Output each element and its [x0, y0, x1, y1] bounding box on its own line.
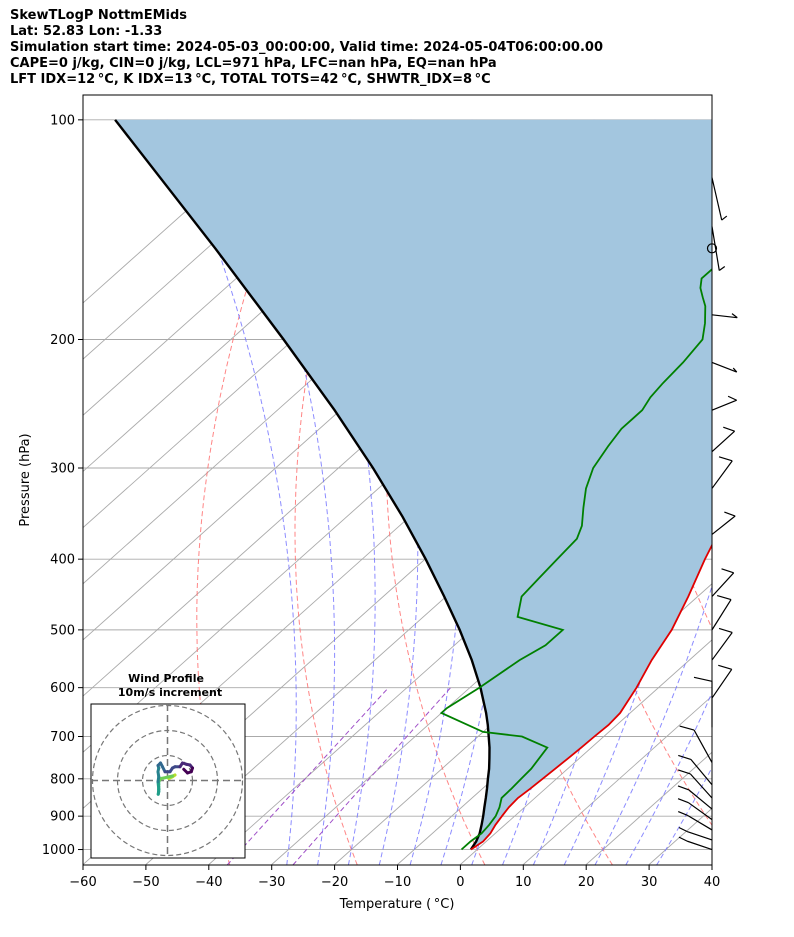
wind-barb-flag	[677, 811, 689, 817]
wind-barb-flag	[677, 769, 691, 775]
wind-barb-flag	[723, 426, 735, 432]
x-tick-label: −60	[69, 875, 96, 890]
x-tick-label: −50	[132, 875, 159, 890]
wind-barbs	[677, 177, 738, 851]
wind-barb-staff	[689, 773, 713, 799]
wind-barb-staff	[686, 830, 713, 841]
x-tick-label: −30	[258, 875, 285, 890]
moist-adiabat	[625, 691, 712, 865]
wind-barb-staff	[711, 632, 733, 661]
x-tick-label: 40	[704, 875, 721, 890]
y-tick-label: 400	[50, 553, 75, 568]
x-tick-label: 30	[641, 875, 658, 890]
wind-barb-staff	[711, 599, 732, 631]
wind-barb-flag	[718, 627, 733, 634]
wind-barb-flag	[721, 215, 728, 221]
wind-barb-staff	[688, 789, 713, 810]
dry-adiabat	[294, 119, 372, 865]
wind-barb-flag	[678, 836, 688, 842]
y-tick-label: 600	[50, 681, 75, 696]
isotherm	[459, 639, 712, 865]
x-tick-label: 0	[456, 875, 464, 890]
moist-adiabat	[227, 119, 336, 865]
wind-barb-flag	[724, 511, 736, 517]
moist-adiabat	[656, 766, 712, 865]
moist-adiabat	[288, 119, 376, 865]
wind-barb-flag	[716, 595, 732, 601]
wind-barb-staff	[711, 361, 737, 373]
dewpoint-line	[439, 268, 712, 851]
dry-adiabat	[762, 120, 794, 865]
wind-barb-staff	[711, 177, 723, 221]
y-tick-label: 500	[50, 623, 75, 638]
wind-barb-staff	[711, 460, 733, 489]
wind-barb-flag	[718, 664, 732, 670]
y-tick-label: 900	[50, 810, 75, 825]
x-tick-label: −10	[384, 875, 411, 890]
temperature-line	[470, 543, 712, 851]
y-tick-label: 300	[50, 461, 75, 476]
isotherm	[522, 695, 712, 865]
figure-header: SkewTLogP NottmEMids Lat: 52.83 Lon: -1.…	[10, 8, 603, 88]
hodograph: Wind Profile 10m/s increment	[90, 672, 246, 859]
hodograph-title: Wind Profile	[128, 672, 204, 685]
wind-barb-staff	[711, 314, 738, 319]
wind-barb-staff	[687, 815, 713, 831]
wind-barb-staff	[711, 668, 733, 699]
y-axis-label: Pressure (hPa)	[18, 433, 33, 526]
wind-barb-staff	[711, 399, 737, 411]
y-tick-label: 1000	[42, 843, 75, 858]
wind-barb-flag	[678, 826, 688, 833]
moist-adiabat	[594, 584, 712, 865]
wind-barb-flag	[718, 456, 733, 462]
wind-barb-staff	[711, 515, 736, 535]
dry-adiabat	[196, 119, 307, 865]
y-tick-label: 800	[50, 772, 75, 787]
x-tick-label: 10	[515, 875, 532, 890]
wind-barb-flag	[678, 754, 692, 760]
wind-barb-flag	[721, 568, 734, 574]
header-line-cape: CAPE=0 j/kg, CIN=0 j/kg, LCL=971 hPa, LF…	[10, 56, 497, 71]
isotherm	[333, 526, 712, 865]
x-tick-label: 20	[578, 875, 595, 890]
y-tick-label: 100	[50, 113, 75, 128]
axis-ticks: −60 −50 −40 −30 −20 −10 0 10 20 30 40 1000 900 800 700…	[42, 113, 720, 890]
y-tick-label: 700	[50, 730, 75, 745]
x-tick-label: −40	[195, 875, 222, 890]
wind-barb-flag	[731, 313, 738, 319]
wind-barb-flag	[732, 367, 738, 373]
mixing-ratio-line	[292, 687, 451, 865]
header-line-station: SkewTLogP NottmEMids	[10, 8, 188, 23]
moist-adiabat	[349, 119, 419, 865]
hodograph-segment	[182, 767, 189, 775]
header-line-location: Lat: 52.83 Lon: -1.33	[10, 24, 163, 39]
x-axis-label: Temperature ( °C)	[339, 897, 455, 912]
wind-barb-staff	[688, 802, 713, 821]
hodograph-subtitle: 10m/s increment	[118, 686, 222, 699]
plot-area	[83, 119, 794, 865]
wind-barb-staff	[693, 729, 713, 763]
header-line-indices: LFT IDX=12 °C, K IDX=13 °C, TOTAL TOTS=4…	[10, 72, 491, 87]
wind-barb-staff	[711, 572, 735, 597]
wind-barb-staff	[690, 759, 713, 786]
wind-barb-flag	[693, 676, 713, 682]
cin-shading	[115, 119, 712, 850]
wind-barb-staff	[686, 840, 713, 851]
isotherm	[83, 119, 289, 304]
wind-barb-flag	[679, 725, 695, 731]
parcel-profile-line	[114, 119, 491, 851]
moist-adiabat	[166, 119, 297, 865]
wind-barb-calm	[706, 243, 718, 254]
header-line-times: Simulation start time: 2024-05-03_00:00:…	[10, 40, 603, 55]
wind-barb-flag	[677, 798, 689, 804]
wind-barb-flag	[727, 395, 737, 401]
wind-barb-staff	[711, 430, 736, 453]
y-tick-label: 200	[50, 333, 75, 348]
x-tick-label: −20	[321, 875, 348, 890]
wind-barb-flag	[677, 785, 690, 791]
wind-barb-flag	[718, 266, 726, 272]
wind-barb-staff	[711, 226, 720, 271]
